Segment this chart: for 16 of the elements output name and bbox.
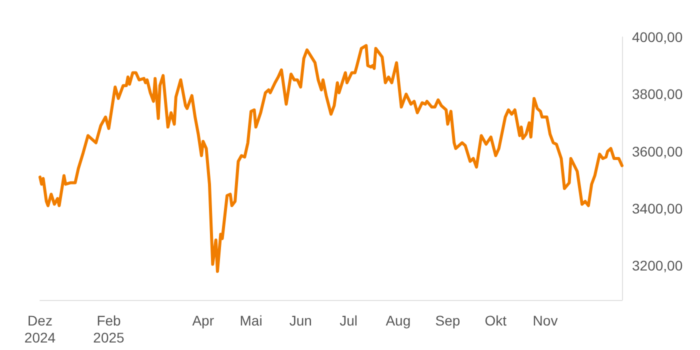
x-tick-label: Feb 2025 <box>93 312 125 346</box>
y-tick-label: 3800,00 <box>632 86 683 102</box>
x-tick-label: Mai <box>240 312 262 328</box>
y-tick-label: 3200,00 <box>632 258 683 274</box>
x-tick-label: Okt <box>484 312 507 328</box>
x-tick-label: Aug <box>386 312 411 328</box>
x-tick-label: Jun <box>289 312 312 328</box>
y-tick-label: 4000,00 <box>632 29 683 45</box>
x-tick-label: Dez 2024 <box>24 312 56 346</box>
y-tick-label: 3600,00 <box>632 143 683 160</box>
x-tick-label: Nov <box>532 312 558 328</box>
x-tick-label: Sep <box>435 312 460 328</box>
line-series <box>38 44 624 273</box>
x-tick-label: Jul <box>340 312 358 328</box>
x-tick-label: Apr <box>192 312 214 328</box>
y-tick-label: 3400,00 <box>632 200 683 217</box>
